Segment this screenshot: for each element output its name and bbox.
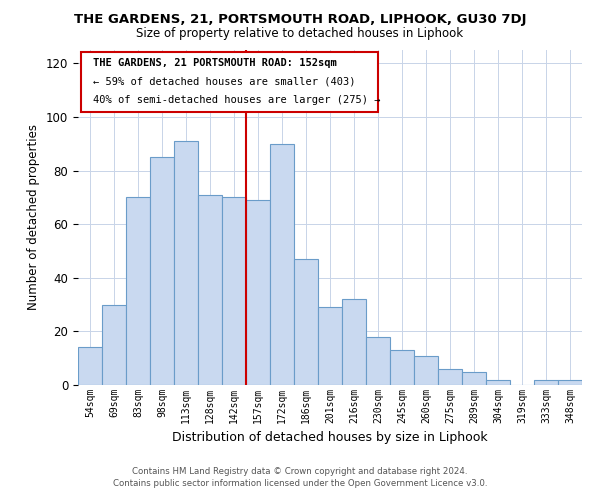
- Bar: [126, 198, 150, 385]
- FancyBboxPatch shape: [80, 52, 378, 112]
- Text: Size of property relative to detached houses in Liphook: Size of property relative to detached ho…: [136, 28, 464, 40]
- Bar: [414, 356, 438, 385]
- Text: THE GARDENS, 21, PORTSMOUTH ROAD, LIPHOOK, GU30 7DJ: THE GARDENS, 21, PORTSMOUTH ROAD, LIPHOO…: [74, 12, 526, 26]
- Bar: [342, 299, 366, 385]
- Text: 40% of semi-detached houses are larger (275) →: 40% of semi-detached houses are larger (…: [93, 95, 380, 105]
- Bar: [222, 198, 246, 385]
- X-axis label: Distribution of detached houses by size in Liphook: Distribution of detached houses by size …: [172, 432, 488, 444]
- Bar: [366, 337, 390, 385]
- Bar: [270, 144, 294, 385]
- Bar: [294, 259, 318, 385]
- Bar: [198, 194, 222, 385]
- Text: THE GARDENS, 21 PORTSMOUTH ROAD: 152sqm: THE GARDENS, 21 PORTSMOUTH ROAD: 152sqm: [93, 58, 337, 68]
- Bar: [174, 141, 198, 385]
- Bar: [534, 380, 558, 385]
- Bar: [462, 372, 486, 385]
- Bar: [102, 304, 126, 385]
- Bar: [486, 380, 510, 385]
- Text: Contains public sector information licensed under the Open Government Licence v3: Contains public sector information licen…: [113, 478, 487, 488]
- Bar: [246, 200, 270, 385]
- Bar: [150, 157, 174, 385]
- Bar: [558, 380, 582, 385]
- Text: ← 59% of detached houses are smaller (403): ← 59% of detached houses are smaller (40…: [93, 77, 356, 87]
- Text: Contains HM Land Registry data © Crown copyright and database right 2024.: Contains HM Land Registry data © Crown c…: [132, 467, 468, 476]
- Y-axis label: Number of detached properties: Number of detached properties: [28, 124, 40, 310]
- Bar: [390, 350, 414, 385]
- Bar: [438, 369, 462, 385]
- Bar: [78, 348, 102, 385]
- Bar: [318, 308, 342, 385]
